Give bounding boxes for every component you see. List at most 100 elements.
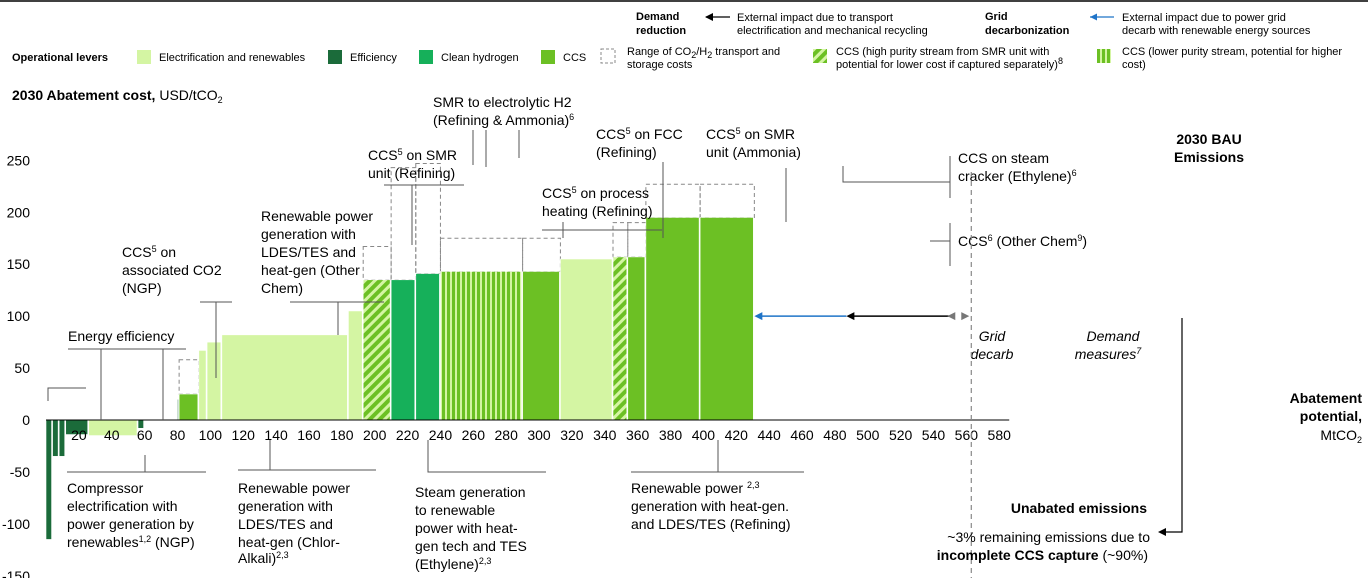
bar [522,271,560,421]
legend-ccs-high-line2: potential for lower cost if captured sep… [836,56,1063,71]
legend-demand-text-1: External impact due to transport [737,12,893,24]
label-compressor-1: Compressor [67,480,144,496]
bar [415,273,440,421]
legend-swatch-ccs [541,50,555,64]
x-axis-ticks: 20 40 60 80 100 120 140 160 180 200 220 240 260 280 30… [71,427,1011,443]
bar [206,341,222,421]
legend-swatch-ccs-high [813,49,827,63]
external-impacts: Grid decarb Demand measures7 [754,312,1142,362]
bar [52,419,59,457]
label-demand-2: measures7 [1075,346,1142,362]
y-tick-label: 0 [22,412,30,428]
legend-ccs-high-line1: CCS (high purity stream from SMR unit wi… [836,46,1049,58]
legend-swatch-efficiency [328,50,342,64]
x-tick-label: 280 [495,427,519,443]
cost-range-box [178,359,200,395]
bar [645,217,700,421]
cost-range-box [612,222,629,258]
x-tick-label: 360 [626,427,650,443]
label-renew-other-3: LDES/TES and [261,244,356,260]
unabated-leader-arrowhead [1158,528,1166,536]
label-renew-chlor-2: generation with [238,498,333,514]
label-ccs-assoc-1: CCS5 on [122,244,176,260]
x-axis-title-1: Abatement [1290,390,1363,406]
bar [627,256,646,421]
label-ccs-cracker-1: CCS on steam [958,150,1049,166]
label-renew-chlor-5: Alkali)2,3 [238,550,289,566]
x-tick-label: 100 [199,427,223,443]
x-tick-label: 400 [692,427,716,443]
label-ccs-assoc-2: associated CO2 [122,262,222,278]
bar [560,258,613,421]
bar [440,271,522,421]
annotations: Energy efficiency CCS5 on associated CO2… [67,94,1087,572]
label-renew-ref-3: and LDES/TES (Refining) [631,516,791,532]
legend-ccs-label: CCS [563,52,586,64]
unabated-leader [1163,318,1183,533]
legend-grid-text-2: decarb with renewable energy sources [1122,25,1311,37]
y-tick-label: -150 [2,568,30,578]
bar [612,256,628,421]
label-smr-h2-2: (Refining & Ammonia)6 [433,112,574,128]
label-grid-decarb-2: decarb [971,346,1014,362]
label-ccs-assoc-3: (NGP) [122,280,162,296]
x-tick-label: 300 [527,427,551,443]
label-ccs-smr-amm-1: CCS5 on SMR [706,126,795,142]
bar [390,279,416,421]
label-ccs-smr-amm-2: unit (Ammonia) [706,144,801,160]
bar [177,398,179,421]
label-ccs-proc-1: CCS5 on process [542,185,649,201]
y-tick-label: 150 [7,256,31,272]
cost-range-box [439,237,524,272]
label-smr-h2-1: SMR to electrolytic H2 [433,94,572,110]
x-tick-label: 120 [232,427,256,443]
label-steam-gen-3: power with heat- [415,520,518,536]
x-tick-label: 220 [396,427,420,443]
x-tick-label: 500 [856,427,880,443]
bar [178,393,199,421]
label-renew-chlor-3: LDES/TES and [238,516,333,532]
y-tick-label: 200 [7,204,31,220]
legend-swatch-clean-hydrogen [419,50,433,64]
unabated-arrows [947,312,970,321]
cost-range-box [627,222,647,258]
label-renew-ref-1: Renewable power 2,3 [631,480,759,496]
x-tick-label: 480 [823,427,847,443]
x-tick-label: 20 [71,427,87,443]
legend-swatch-electrification [137,50,151,64]
legend-ccs-low-line2: cost) [1122,59,1146,71]
legend-range-line2: storage costs [627,59,693,71]
label-renew-other-4: heat-gen (Other [261,262,360,278]
legend-electrification-label: Electrification and renewables [159,52,306,64]
label-compressor-2: electrification with [67,498,178,514]
x-tick-label: 60 [137,427,153,443]
label-unabated-line1: ~3% remaining emissions due to [947,529,1150,545]
label-ccs-fcc-2: (Refining) [596,144,657,160]
cost-range-box [699,183,755,218]
cost-range-box [362,246,392,281]
cost-range-box [645,183,701,218]
x-tick-label: 540 [922,427,946,443]
x-tick-label: 240 [429,427,453,443]
chart-title: 2030 Abatement cost, USD/tCO2 [12,87,223,105]
label-unabated-line2: incomplete CCS capture (~90%) [937,547,1148,563]
x-tick-label: 260 [462,427,486,443]
label-ccs-proc-2: heating (Refining) [542,203,653,219]
legend-ccs-low-line1: CCS (lower purity stream, potential for … [1122,46,1342,58]
label-renew-chlor-4: heat-gen (Chlor- [238,534,340,550]
label-renew-other-2: generation with [261,226,356,242]
label-bau-1: 2030 BAU [1176,131,1241,147]
label-ccs-smr-ref-1: CCS5 on SMR [368,147,457,163]
x-tick-label: 460 [790,427,814,443]
legend-grid-label-1: Grid [985,11,1008,23]
label-demand-1: Demand [1087,328,1141,344]
x-tick-label: 580 [988,427,1012,443]
y-tick-label: 100 [7,308,31,324]
label-grid-decarb-1: Grid [979,328,1007,344]
bar [699,217,754,421]
x-tick-label: 180 [330,427,354,443]
cost-range-box [522,237,561,272]
label-compressor-3: power generation by [67,516,194,532]
leader-lines [47,130,951,473]
